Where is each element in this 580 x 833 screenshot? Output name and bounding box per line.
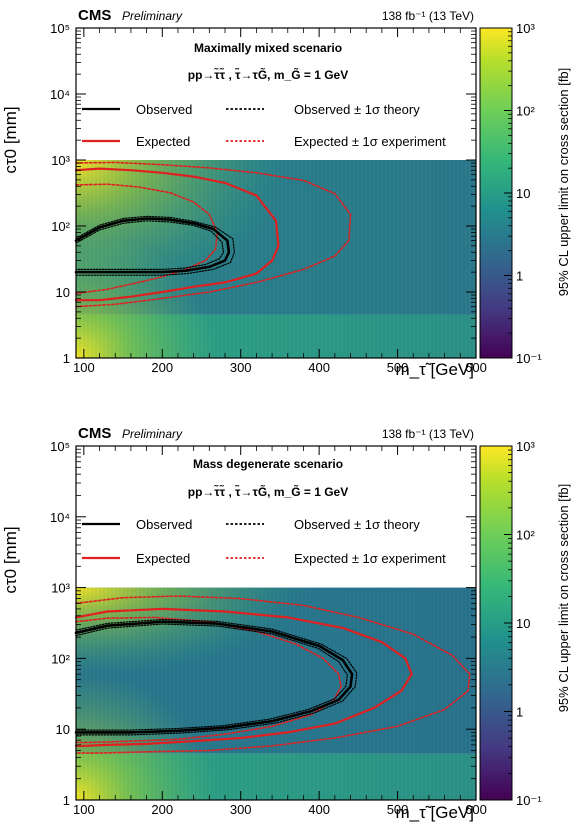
legend-label: Observed [136, 517, 192, 532]
z-tick-label: 1 [516, 705, 523, 720]
contour-expected_band [75, 595, 471, 754]
y-tick-label: 10⁴ [50, 87, 70, 102]
y-axis-title: cτ0 [mm] [1, 526, 20, 593]
colorbar: 10⁻¹ 1 10 10² 10³ [479, 439, 542, 808]
y-axis: 1 10 10² 10³ 10⁴ 10⁵ [50, 439, 476, 808]
x-axis-title: m_τ̃ [GeV] [395, 803, 474, 822]
y-tick-label: 10² [51, 651, 70, 666]
legend: Observed Observed ± 1σ theory Expected Expe… [82, 517, 446, 566]
x-tick-label: 400 [308, 360, 330, 375]
x-tick-label: 600 [465, 802, 487, 817]
lumi-label: 138 fb⁻¹ (13 TeV) [382, 427, 474, 441]
scenario-title: Maximally mixed scenario [194, 41, 342, 55]
y-axis: 1 10 10² 10³ 10⁴ 10⁵ [50, 21, 476, 366]
contour-layer [74, 161, 352, 308]
y-tick-label: 10⁴ [50, 510, 70, 525]
heat-glow-top [76, 587, 306, 678]
x-tick-label: 400 [308, 802, 330, 817]
x-tick-label: 500 [387, 802, 409, 817]
process-label: pp→τ̃τ̃ , τ̃→τG̃, m_G̃ = 1 GeV [188, 484, 348, 499]
legend-label: Expected ± 1σ experiment [294, 134, 446, 149]
contour-observed_band [75, 220, 225, 270]
x-axis: 100 200 300 400 500 600 [73, 446, 487, 817]
cms-label: CMS [78, 425, 111, 442]
contour-expected [74, 607, 413, 747]
x-tick-label: 600 [465, 360, 487, 375]
heatmap-layer [76, 28, 476, 358]
y-tick-label: 10⁵ [50, 21, 70, 36]
x-axis-title: m_τ̃ [GeV] [395, 360, 474, 379]
contour-observed_band [75, 618, 358, 736]
x-tick-label: 300 [230, 360, 252, 375]
plot-frame [75, 27, 477, 359]
y-tick-label: 10 [56, 722, 70, 737]
legend-label: Expected [136, 134, 190, 149]
legend-label: Observed ± 1σ theory [294, 517, 420, 532]
y-axis-title: cτ0 [mm] [1, 106, 20, 173]
y-tick-label: 10³ [51, 581, 70, 596]
contour-layer [74, 595, 471, 754]
legend-label: Observed ± 1σ theory [294, 102, 420, 117]
x-tick-label: 100 [73, 360, 95, 375]
legend-label: Observed [136, 102, 192, 117]
z-tick-label: 10 [516, 616, 530, 631]
z-tick-label: 1 [516, 269, 523, 284]
preliminary-label: Preliminary [122, 427, 183, 441]
empty-region [76, 28, 476, 160]
z-tick-label: 10² [516, 528, 535, 543]
contour-observed_band [75, 215, 235, 276]
legend: Observed Observed ± 1σ theory Expected Expe… [82, 102, 446, 149]
y-tick-label: 10⁵ [50, 439, 70, 454]
z-tick-label: 10⁻¹ [516, 793, 542, 808]
process-label: pp→τ̃τ̃ , τ̃→τG̃, m_G̃ = 1 GeV [188, 67, 348, 82]
lumi-label: 138 fb⁻¹ (13 TeV) [382, 9, 474, 23]
y-tick-label: 10³ [51, 153, 70, 168]
empty-region [76, 446, 476, 588]
contour-observed [74, 620, 354, 734]
z-tick-label: 10³ [516, 439, 535, 454]
z-axis-title: 95% CL upper limit on cross section [fb] [556, 68, 571, 297]
contour-observed [74, 217, 231, 274]
legend-label: Expected ± 1σ experiment [294, 551, 446, 566]
x-tick-label: 100 [73, 802, 95, 817]
x-tick-label: 300 [230, 802, 252, 817]
z-axis-title: 95% CL upper limit on cross section [fb] [556, 484, 571, 713]
contour-expected_band [75, 161, 352, 308]
preliminary-label: Preliminary [122, 9, 183, 23]
scenario-title: Mass degenerate scenario [193, 457, 343, 471]
z-tick-label: 10² [516, 104, 535, 119]
heat-glow-bottom [76, 228, 216, 358]
x-tick-label: 500 [387, 360, 409, 375]
y-tick-label: 10² [51, 219, 70, 234]
legend-label: Expected [136, 551, 190, 566]
cms-label: CMS [78, 7, 111, 24]
contour-observed_band [75, 623, 348, 731]
plot-frame [75, 445, 477, 801]
y-tick-label: 10 [56, 285, 70, 300]
x-tick-label: 200 [151, 360, 173, 375]
colorbar: 10⁻¹ 1 10 10² 10³ [479, 21, 542, 366]
z-tick-label: 10³ [516, 21, 535, 36]
contour-expected [74, 167, 280, 302]
z-tick-label: 10 [516, 186, 530, 201]
y-tick-label: 1 [63, 793, 70, 808]
x-axis: 100 200 300 400 500 600 [73, 28, 487, 375]
contour-expected_band [75, 183, 218, 295]
y-tick-label: 1 [63, 351, 70, 366]
z-tick-label: 10⁻¹ [516, 351, 542, 366]
x-tick-label: 200 [151, 802, 173, 817]
